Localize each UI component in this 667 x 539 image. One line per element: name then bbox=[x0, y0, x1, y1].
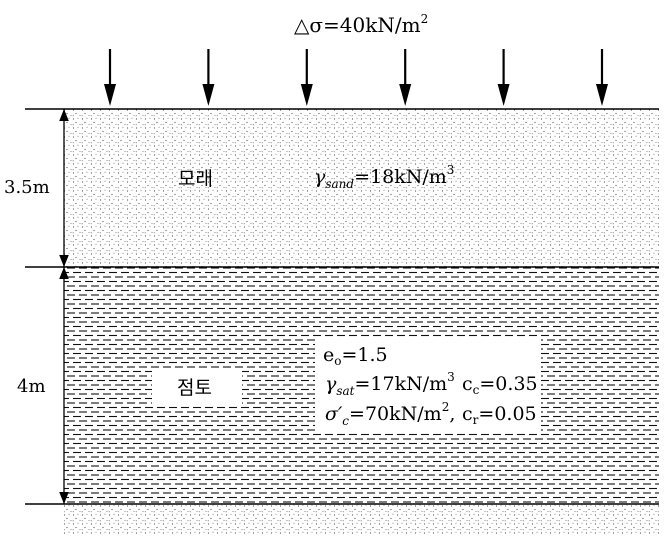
cc-sub: c bbox=[473, 383, 480, 397]
load-arrow bbox=[399, 49, 412, 106]
sand-gamma-power: 3 bbox=[447, 163, 455, 177]
load-symbol: △σ bbox=[294, 13, 323, 37]
load-label: △σ=40kN/m2 bbox=[294, 12, 428, 37]
sigma-power: 2 bbox=[442, 400, 450, 414]
clay-gamma-sub: sat bbox=[336, 384, 354, 398]
clay-properties-box bbox=[315, 337, 541, 432]
clay-gamma-symbol: γ bbox=[325, 373, 337, 395]
load-value: =40kN/m bbox=[323, 13, 421, 37]
sand-gamma-symbol: γ bbox=[314, 166, 326, 188]
load-arrow bbox=[596, 49, 608, 106]
sand-unit-weight: γsand=18kN/m3 bbox=[314, 163, 454, 191]
clay-gamma-power: 3 bbox=[447, 370, 455, 384]
clay-name-box bbox=[152, 368, 242, 406]
lower-sand-fill bbox=[64, 504, 659, 534]
clay-gamma-value: =17kN/m bbox=[355, 373, 448, 395]
load-arrow bbox=[300, 49, 313, 106]
sand-gamma-value: =18kN/m bbox=[354, 166, 447, 188]
sigma-sub: c bbox=[342, 414, 349, 428]
sigma-comma: , bbox=[449, 403, 455, 425]
sand-layer-name: 모래 bbox=[178, 168, 213, 190]
sand-thickness-label: 3.5m bbox=[4, 177, 50, 198]
load-power: 2 bbox=[421, 12, 429, 26]
sand-layer-fill bbox=[64, 109, 659, 267]
load-arrow bbox=[497, 49, 510, 106]
e0-sub: o bbox=[334, 354, 341, 368]
load-arrows bbox=[104, 49, 608, 106]
load-arrow-head bbox=[596, 84, 608, 106]
cr-value: =0.05 bbox=[478, 403, 536, 425]
load-arrow-head bbox=[104, 84, 116, 106]
sand-gamma-sub: sand bbox=[325, 177, 354, 191]
load-arrow-head bbox=[202, 84, 215, 106]
cc-base: c bbox=[462, 373, 473, 395]
cr-sub: r bbox=[473, 413, 479, 427]
cr-base: c bbox=[462, 403, 473, 425]
e0-value: =1.5 bbox=[341, 344, 387, 366]
load-arrow-head bbox=[399, 84, 412, 106]
clay-unit-weight: γsat=17kN/m3 bbox=[325, 370, 455, 398]
load-arrow bbox=[104, 49, 116, 106]
load-arrow-head bbox=[497, 84, 510, 106]
load-arrow bbox=[202, 49, 215, 106]
clay-void-ratio: eo=1.5 bbox=[323, 344, 388, 368]
load-arrow-head bbox=[300, 84, 313, 106]
cc-value: =0.35 bbox=[479, 373, 537, 395]
sigma-symbol: σ′ bbox=[325, 403, 343, 425]
compression-index: cc=0.35 bbox=[462, 373, 538, 397]
recompression-index: cr=0.05 bbox=[462, 403, 537, 427]
e0-base: e bbox=[323, 344, 334, 366]
clay-layer-name: 점토 bbox=[177, 377, 212, 399]
sigma-value: =70kN/m bbox=[349, 403, 442, 425]
preconsolidation-pressure: σ′c=70kN/m2, bbox=[325, 400, 455, 428]
clay-thickness-label: 4m bbox=[17, 376, 46, 397]
